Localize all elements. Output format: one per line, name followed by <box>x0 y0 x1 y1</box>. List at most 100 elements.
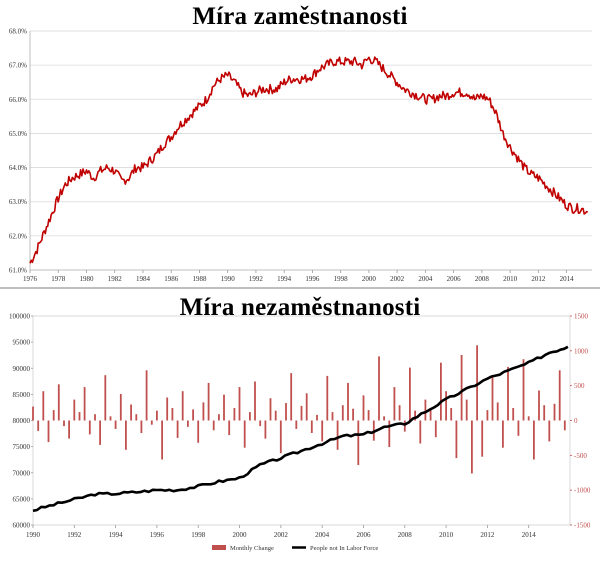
y-tick-label: 62.0% <box>9 232 27 240</box>
x-tick-label: 2002 <box>390 275 405 283</box>
monthly-change-bar <box>140 420 143 433</box>
y-tick-label-right: -1000 <box>574 487 591 495</box>
monthly-change-bar <box>465 399 468 421</box>
monthly-change-bar <box>300 405 303 421</box>
monthly-change-bar <box>331 412 334 421</box>
monthly-change-bar <box>321 420 324 442</box>
y-tick-label: 63.0% <box>9 198 27 206</box>
monthly-change-bar <box>310 420 313 433</box>
monthly-change-bar <box>512 408 515 421</box>
x-tick-label: 2000 <box>233 531 248 539</box>
monthly-change-bar <box>32 406 34 421</box>
monthly-change-bar <box>181 391 184 421</box>
monthly-change-bar <box>176 420 179 438</box>
monthly-change-bar <box>388 420 391 447</box>
monthly-change-bar <box>305 393 308 421</box>
monthly-change-bar <box>440 362 442 421</box>
monthly-change-bar <box>398 405 401 421</box>
y-tick-label-left: 85000 <box>13 391 31 399</box>
monthly-change-bar <box>119 394 122 421</box>
x-tick-label: 1998 <box>191 531 206 539</box>
monthly-change-bar <box>135 414 138 421</box>
x-tick-label: 2004 <box>418 275 433 283</box>
x-tick-label: 1976 <box>23 275 38 283</box>
monthly-change-bar <box>233 408 236 421</box>
monthly-change-bar <box>476 345 478 421</box>
x-tick-label: 1996 <box>305 275 320 283</box>
y-tick-label: 64.0% <box>9 164 27 172</box>
monthly-change-bar <box>543 405 546 421</box>
monthly-change-bar <box>455 420 458 459</box>
monthly-change-bar <box>249 412 251 421</box>
monthly-change-bar <box>218 414 220 421</box>
y-tick-label-left: 100000 <box>9 313 31 321</box>
monthly-change-bar <box>254 381 256 421</box>
x-tick-label: 1994 <box>109 531 124 539</box>
monthly-change-bar <box>99 420 101 445</box>
monthly-change-bar <box>187 420 189 427</box>
monthly-change-bar <box>279 420 282 454</box>
y-tick-label-left: 80000 <box>13 417 31 425</box>
x-tick-label: 2006 <box>447 275 462 283</box>
monthly-change-bar <box>424 399 427 421</box>
monthly-change-bar <box>78 412 81 421</box>
y-tick-label-right: 0 <box>574 417 578 425</box>
x-tick-label: 1996 <box>150 531 165 539</box>
monthly-change-bar <box>88 420 91 435</box>
monthly-change-bar <box>63 420 65 427</box>
monthly-change-bar <box>94 414 96 421</box>
monthly-change-bar <box>68 420 70 439</box>
monthly-change-bar <box>295 420 298 429</box>
monthly-change-bar <box>336 420 339 450</box>
x-tick-label: 2012 <box>480 531 495 539</box>
monthly-change-bar <box>367 410 370 421</box>
y-tick-label-right: 500 <box>574 382 585 390</box>
monthly-change-bar <box>145 370 148 421</box>
monthly-change-bar <box>429 408 432 421</box>
monthly-change-bar <box>238 387 241 421</box>
monthly-change-bar <box>150 420 153 425</box>
monthly-change-bar <box>548 420 551 442</box>
monthly-change-bar <box>290 373 293 421</box>
y-tick-label-left: 60000 <box>13 522 31 530</box>
not-in-labor-force-line <box>32 345 569 513</box>
monthly-change-bar <box>491 375 494 421</box>
x-tick-label: 1980 <box>79 275 94 283</box>
x-tick-label: 1984 <box>136 275 151 283</box>
monthly-change-bar <box>414 410 416 421</box>
y-tick-label-left: 70000 <box>13 469 31 477</box>
monthly-change-bar <box>243 420 246 448</box>
legend-label-monthly-change: Monthly Change <box>230 545 274 552</box>
monthly-change-bar <box>212 420 215 431</box>
legend-swatch-monthly-change <box>212 545 226 550</box>
monthly-change-bar <box>409 367 411 421</box>
monthly-change-bar <box>481 420 484 457</box>
monthly-change-bar <box>47 420 50 443</box>
monthly-change-bar <box>460 355 463 421</box>
y-tick-label-left: 65000 <box>13 495 31 503</box>
employment-rate-line <box>29 56 589 264</box>
monthly-change-bar <box>274 410 277 421</box>
monthly-change-bar <box>114 420 117 429</box>
x-tick-label: 1994 <box>277 275 292 283</box>
monthly-change-bar <box>57 384 60 421</box>
x-tick-label: 1978 <box>51 275 66 283</box>
y-tick-label: 65.0% <box>9 130 27 138</box>
x-tick-label: 1992 <box>249 275 264 283</box>
monthly-change-bar <box>192 409 194 421</box>
x-tick-label: 1990 <box>221 275 236 283</box>
monthly-change-bar <box>538 390 540 421</box>
monthly-change-bar <box>73 399 76 421</box>
chart-title-employment: Míra zaměstnanosti <box>192 3 408 30</box>
monthly-change-bar <box>83 387 86 421</box>
monthly-change-bar <box>197 420 200 443</box>
x-tick-label: 2002 <box>274 531 289 539</box>
monthly-change-bar <box>507 366 509 421</box>
y-tick-label-right: 1500 <box>574 313 589 321</box>
x-tick-label: 1990 <box>26 531 41 539</box>
monthly-change-bar <box>52 410 55 421</box>
monthly-change-bar <box>393 387 396 421</box>
monthly-change-bar <box>553 403 556 421</box>
legend-label-not-in-labor-force: People not In Labor Force <box>310 545 378 552</box>
